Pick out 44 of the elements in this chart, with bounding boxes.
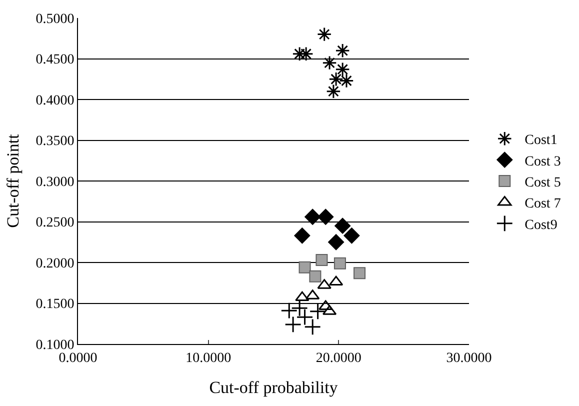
x-tick-label: 0.0000 [58,350,98,366]
x-tick-label: 20.0000 [316,350,362,366]
point [294,228,310,244]
legend-label: Cost 5 [524,175,561,190]
point [309,270,322,282]
point [328,72,344,86]
point [284,316,302,333]
point [298,261,311,274]
point [344,228,360,244]
point [328,234,344,250]
point [334,218,350,234]
x-tick-label: 10.0000 [186,350,232,366]
y-tick-label: 0.3000 [36,174,74,190]
y-tick-label: 0.4500 [36,52,74,68]
y-tick-label: 0.5000 [36,12,74,27]
point [316,254,328,266]
y-tick-label: 0.1500 [36,297,74,312]
point [318,208,334,225]
point [280,302,298,320]
x-axis-title: Cut-off probability [209,378,338,398]
point [304,208,320,225]
point [334,257,346,270]
point [335,62,350,77]
point [335,43,350,58]
y-axis-title: Cut-off pointt [3,134,22,228]
legend-label: Cost1 [524,133,558,148]
y-tick-label: 0.1000 [36,338,74,353]
point [354,267,366,280]
legend-label: Cost9 [524,218,558,233]
legend-label: Cost 7 [524,196,561,212]
point [326,84,341,99]
y-tick-label: 0.3500 [36,134,74,150]
y-tick-label: 0.2500 [36,216,74,231]
point [295,291,310,302]
x-tick-label: 30.0000 [446,350,492,366]
point [328,276,344,286]
point [322,55,337,70]
point [318,300,333,310]
point [339,73,354,88]
point [316,26,332,42]
point [309,302,326,320]
legend-label: Cost 3 [524,154,561,170]
y-tick-label: 0.2000 [36,256,74,272]
y-tick-label: 0.4000 [36,93,74,108]
